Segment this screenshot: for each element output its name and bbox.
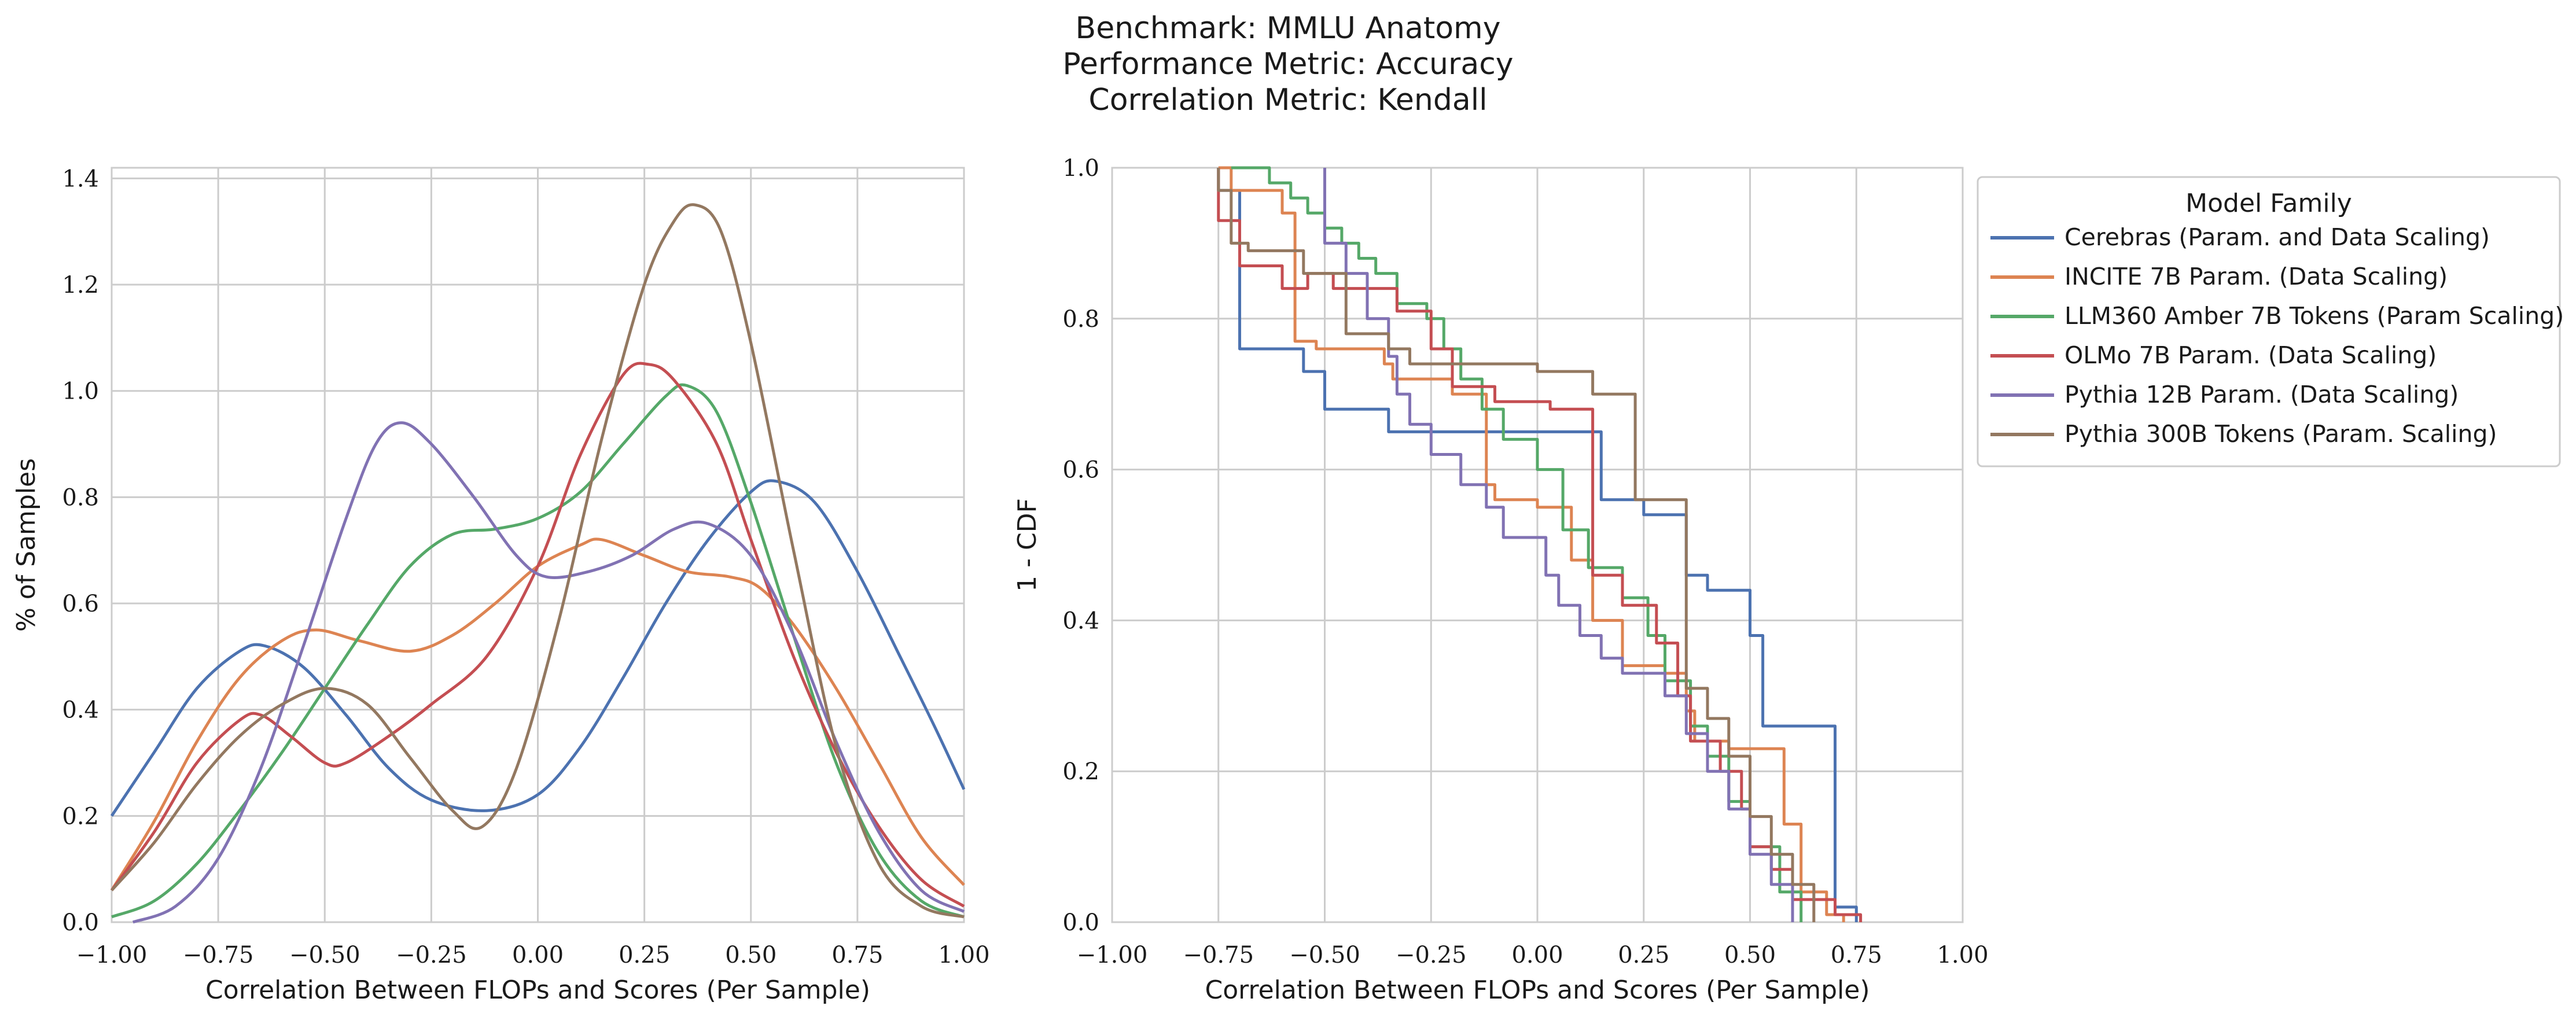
cdf-y-tick-label: 0.0 (1062, 909, 1099, 936)
cdf-y-tick-label: 0.4 (1062, 607, 1099, 634)
survival-cdf-plot: −1.00 −0.75 −0.50 −0.25 0.00 0.25 0.50 0.75 1.00… (1013, 155, 1989, 1005)
kde-x-tick-label: −0.25 (396, 942, 467, 968)
cdf-x-tick-label: 0.00 (1511, 942, 1563, 968)
kde-series-line-5 (132, 421, 965, 924)
legend-frame (1977, 176, 2561, 467)
kde-y-tick-label: 0.6 (62, 591, 99, 617)
cdf-series-line-5 (1323, 168, 1794, 922)
cdf-x-tick-label: −0.75 (1183, 942, 1254, 968)
cdf-y-tick-label: 0.8 (1062, 306, 1099, 333)
kde-y-tick-label: 1.0 (62, 378, 99, 405)
kde-y-tick-label: 0.0 (62, 909, 99, 936)
kde-axes-frame (111, 167, 965, 923)
figure-title-line-3: Correlation Metric: Kendall (1088, 83, 1487, 117)
kde-y-tick-label: 0.2 (62, 803, 99, 830)
cdf-x-tick-label: 0.25 (1618, 942, 1669, 968)
figure-title-line-2: Performance Metric: Accuracy (1062, 47, 1513, 82)
cdf-x-tick-label: −0.50 (1289, 942, 1360, 968)
legend-entry-label: OLMo 7B Param. (Data Scaling) (2065, 341, 2437, 369)
cdf-x-tick-label: 0.75 (1831, 942, 1882, 968)
legend-entry-label: Cerebras (Param. and Data Scaling) (2065, 223, 2490, 251)
kde-x-tick-label: −1.00 (76, 942, 148, 968)
cdf-x-axis-label: Correlation Between FLOPs and Scores (Pe… (1205, 975, 1870, 1005)
kde-y-tick-label: 0.8 (62, 484, 99, 511)
figure-title-line-1: Benchmark: MMLU Anatomy (1076, 11, 1501, 46)
kde-y-tick-label: 1.2 (62, 272, 99, 299)
legend-title: Model Family (2185, 189, 2352, 218)
cdf-x-tick-label: −0.25 (1396, 942, 1467, 968)
cdf-x-tick-label: −1.00 (1077, 942, 1148, 968)
cdf-y-tick-label: 0.2 (1062, 758, 1099, 785)
legend-entry-label: Pythia 12B Param. (Data Scaling) (2065, 381, 2459, 408)
kde-y-axis-label: % of Samples (12, 458, 41, 632)
cdf-y-tick-label: 1.0 (1062, 155, 1099, 182)
kde-x-axis-label: Correlation Between FLOPs and Scores (Pe… (205, 975, 870, 1005)
cdf-y-axis-label: 1 - CDF (1013, 498, 1042, 592)
cdf-axes-frame (1111, 167, 1964, 923)
legend-entry-label: LLM360 Amber 7B Tokens (Param Scaling) (2065, 302, 2564, 330)
cdf-series-line-1 (1217, 168, 1858, 922)
kde-series-line-6 (111, 203, 965, 919)
legend-items: Cerebras (Param. and Data Scaling) INCITE… (1990, 223, 2564, 448)
kde-x-tick-label: 1.00 (938, 942, 989, 968)
legend: Model Family Cerebras (Param. and Data S… (1977, 176, 2564, 467)
kde-series-line-1 (110, 479, 966, 817)
legend-entry-label: Pythia 300B Tokens (Param. Scaling) (2065, 420, 2497, 448)
cdf-x-tick-label: 1.00 (1937, 942, 1988, 968)
kde-y-tick-label: 1.4 (62, 165, 99, 192)
kde-x-tick-label: 0.75 (831, 942, 883, 968)
cdf-x-tick-label: 0.50 (1724, 942, 1776, 968)
kde-density-plot: −1.00 −0.75 −0.50 −0.25 0.00 0.25 0.50 0.75 1.00… (12, 165, 990, 1005)
kde-x-tick-label: 0.50 (725, 942, 777, 968)
cdf-series-line-2 (1218, 166, 1845, 922)
cdf-series-line-6 (1217, 168, 1816, 922)
legend-entry-label: INCITE 7B Param. (Data Scaling) (2065, 263, 2448, 290)
kde-x-tick-label: −0.50 (289, 942, 360, 968)
kde-y-tick-label: 0.4 (62, 697, 99, 724)
kde-series-line-2 (110, 537, 965, 892)
kde-x-tick-label: 0.25 (619, 942, 670, 968)
kde-x-tick-label: −0.75 (183, 942, 254, 968)
cdf-y-tick-label: 0.6 (1062, 457, 1099, 484)
kde-x-tick-label: 0.00 (512, 942, 564, 968)
kde-series-line-4 (110, 362, 965, 908)
